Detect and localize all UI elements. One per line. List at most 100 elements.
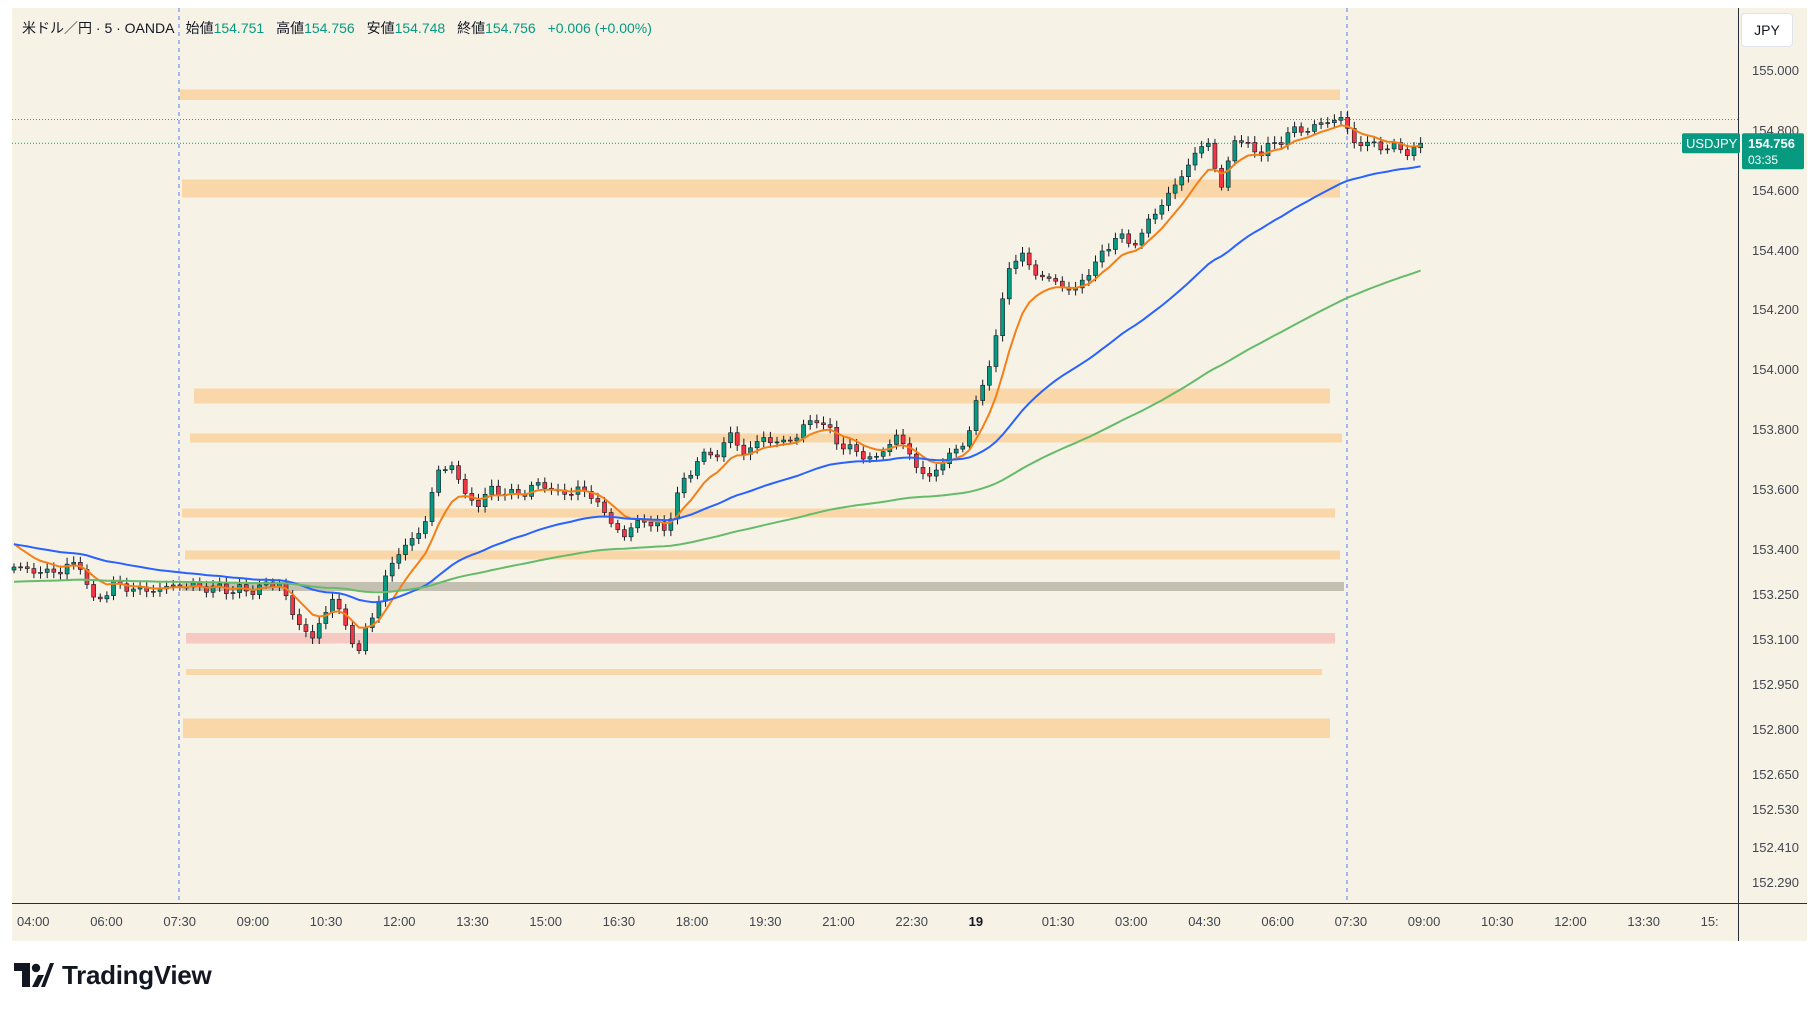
candle: [1152, 208, 1158, 225]
zone-0: [180, 89, 1340, 100]
tradingview-logo[interactable]: TradingView: [14, 960, 212, 990]
candle: [715, 449, 720, 462]
candle-body: [1113, 238, 1118, 250]
candle-body: [1232, 140, 1238, 162]
time-tick-label: 10:30: [310, 914, 343, 929]
candle-body: [814, 420, 820, 424]
price-tick-label: 152.800: [1752, 722, 1799, 737]
time-tick-label: 12:00: [1554, 914, 1587, 929]
candle-body: [967, 430, 972, 447]
candle-body: [1212, 142, 1218, 169]
candle-body: [1026, 252, 1032, 266]
time-tick-label: 19: [969, 914, 983, 929]
candle-body: [18, 566, 23, 569]
candle-body: [250, 590, 256, 595]
candle: [1206, 138, 1211, 152]
candle-body: [1278, 142, 1284, 145]
candle-body: [303, 624, 309, 632]
time-tick-label: 13:30: [456, 914, 489, 929]
candle-body: [1312, 124, 1317, 132]
price-tag-value: 154.756: [1748, 136, 1795, 151]
high-value: 154.756: [304, 20, 355, 36]
candle-body: [734, 432, 740, 446]
candle-body: [462, 479, 468, 494]
candle: [1006, 262, 1012, 305]
candle: [389, 556, 395, 582]
candle: [151, 584, 156, 598]
price-tick-label: 155.000: [1752, 63, 1799, 78]
candle: [1239, 135, 1244, 148]
candle-body: [1245, 142, 1251, 144]
candle: [847, 438, 853, 455]
candle-body: [920, 467, 926, 474]
candle: [64, 557, 70, 580]
candle: [462, 473, 468, 499]
candle: [1385, 144, 1390, 154]
candle-body: [980, 384, 986, 401]
candle-body: [1040, 274, 1045, 278]
candle: [1212, 138, 1218, 173]
candle-body: [841, 443, 846, 450]
candle: [297, 608, 302, 631]
candle: [734, 426, 740, 451]
candle-body: [741, 444, 747, 455]
time-tick-label: 22:30: [895, 914, 928, 929]
open-value: 154.751: [213, 20, 265, 36]
candle: [1265, 136, 1271, 162]
candle-body: [1298, 126, 1304, 133]
candle-body: [97, 596, 103, 600]
candle-body: [1020, 252, 1025, 262]
candle-body: [336, 598, 342, 610]
candle: [489, 479, 495, 501]
candle-body: [754, 441, 760, 449]
symbol-title[interactable]: 米ドル／円 · 5 · OANDA: [22, 20, 174, 36]
price-tick-label: 153.600: [1752, 482, 1799, 497]
candle: [927, 467, 932, 482]
candle: [920, 460, 926, 480]
candle: [1398, 138, 1404, 154]
time-tick-label: 06:00: [1261, 914, 1294, 929]
candle-body: [58, 571, 63, 575]
candle-body: [801, 424, 806, 439]
candle: [728, 426, 733, 449]
candle: [1225, 156, 1231, 192]
candle: [316, 616, 322, 645]
candle-body: [1391, 142, 1397, 150]
time-tick-label: 01:30: [1042, 914, 1075, 929]
candle-body: [363, 627, 368, 652]
candle: [1232, 135, 1238, 166]
time-axis[interactable]: 04:00 06:00 07:30 09:00 10:30 12:00 13:30 15:00…: [17, 914, 1719, 929]
time-tick-label: 07:30: [163, 914, 196, 929]
candle: [841, 437, 846, 455]
candle-body: [1332, 119, 1337, 123]
candle: [250, 585, 256, 600]
price-axis[interactable]: 155.000154.800154.600154.400154.200154.0…: [1752, 63, 1799, 890]
candle: [24, 561, 30, 574]
candle-body: [489, 485, 495, 495]
candle-body: [1046, 276, 1052, 279]
candle-body: [316, 623, 322, 639]
candle: [11, 563, 17, 574]
plot-background: [12, 8, 1807, 941]
candle-body: [1411, 147, 1417, 156]
candle-body: [1006, 268, 1012, 300]
candle: [303, 618, 309, 638]
candle: [1166, 186, 1171, 212]
candle-body: [602, 501, 607, 513]
price-tag-countdown: 03:35: [1748, 153, 1778, 167]
candle: [1113, 232, 1118, 255]
candle-body: [330, 598, 335, 613]
candle-body: [1000, 298, 1005, 336]
candle-body: [728, 432, 733, 444]
candle-body: [821, 422, 826, 425]
candle: [1046, 273, 1052, 282]
candle: [953, 444, 959, 457]
candle-body: [973, 400, 979, 431]
candle: [1099, 244, 1105, 268]
candle-body: [11, 566, 17, 571]
currency-button[interactable]: JPY: [1741, 13, 1793, 47]
candle-body: [1099, 250, 1105, 263]
price-tick-label: 153.800: [1752, 422, 1799, 437]
candle-body: [24, 566, 30, 569]
